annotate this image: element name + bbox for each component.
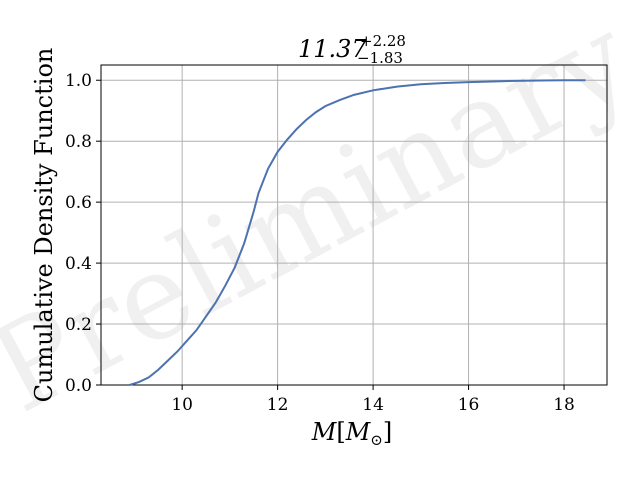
x-label-main: M	[311, 418, 338, 446]
y-tick-label: 0.4	[65, 254, 92, 274]
x-label-bracket-open: [	[336, 418, 345, 446]
y-tick-label: 0.2	[65, 315, 92, 335]
x-label-subscript: ⊙	[370, 431, 383, 449]
cdf-series-line	[129, 79, 586, 386]
y-tick-label: 0.8	[65, 132, 92, 152]
title-upper-error: +2.28	[360, 32, 406, 50]
x-label-bracket-close: ]	[383, 418, 392, 446]
y-tick-label: 1.0	[65, 71, 92, 91]
x-tick-label: 12	[267, 395, 289, 415]
x-axis-label: M[M⊙]	[311, 418, 392, 449]
y-axis-ticks: 0.0 0.2 0.4 0.6 0.8 1.0	[65, 71, 101, 396]
y-tick-label: 0.0	[65, 376, 92, 396]
watermark-text: Preliminary	[0, 0, 640, 439]
title-value: 11.37	[298, 35, 367, 63]
x-label-sub-main: M	[345, 418, 372, 446]
title-lower-error: −1.83	[357, 49, 403, 67]
y-tick-label: 0.6	[65, 193, 92, 213]
x-tick-label: 16	[458, 395, 480, 415]
x-tick-label: 18	[553, 395, 575, 415]
chart-title: 11.37	[298, 35, 367, 63]
x-tick-label: 10	[171, 395, 193, 415]
plot-frame	[100, 64, 608, 386]
x-axis-ticks: 10 12 14 16 18	[171, 385, 575, 415]
x-tick-label: 14	[362, 395, 384, 415]
y-axis-label: Cumulative Density Function	[30, 48, 58, 403]
